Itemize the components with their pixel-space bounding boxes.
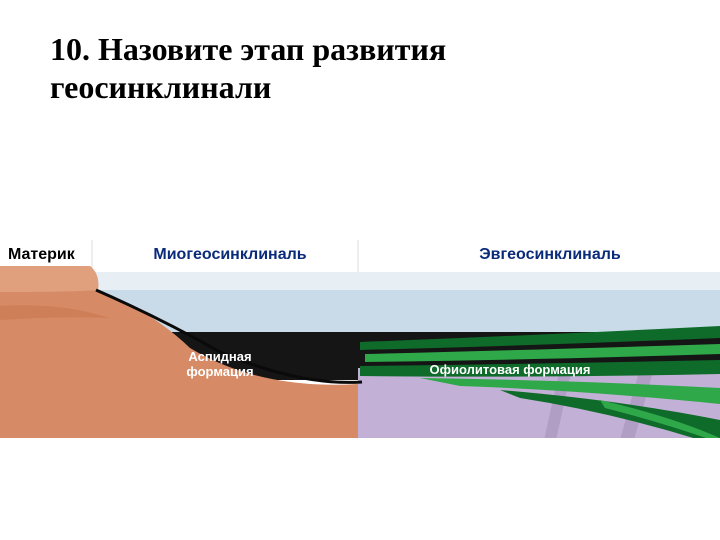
- label-ophiolite: Офиолитовая формация: [400, 362, 620, 377]
- continent-highlight: [0, 266, 98, 292]
- label-aspid-l1: Аспидная: [188, 349, 251, 364]
- geosyncline-diagram: [0, 240, 720, 440]
- label-aspid-l2: формация: [186, 364, 253, 379]
- label-ophiolite-text: Офиолитовая формация: [430, 362, 591, 377]
- slide: 10. Назовите этап развития геосинклинали: [0, 0, 720, 540]
- label-miogeosyncline: Миогеосинклиналь: [120, 246, 340, 264]
- label-eu-text: Эвгеосинклиналь: [479, 246, 621, 263]
- label-eugeosyncline: Эвгеосинклиналь: [430, 246, 670, 264]
- bottom-edge: [0, 438, 720, 440]
- label-mio-text: Миогеосинклиналь: [153, 246, 306, 263]
- label-continent: Материк: [8, 246, 88, 264]
- sky-haze: [0, 272, 720, 290]
- label-continent-text: Материк: [8, 246, 75, 263]
- slide-title: 10. Назовите этап развития геосинклинали: [50, 30, 670, 107]
- label-aspid: Аспидная формация: [160, 350, 280, 380]
- title-text: 10. Назовите этап развития геосинклинали: [50, 31, 446, 105]
